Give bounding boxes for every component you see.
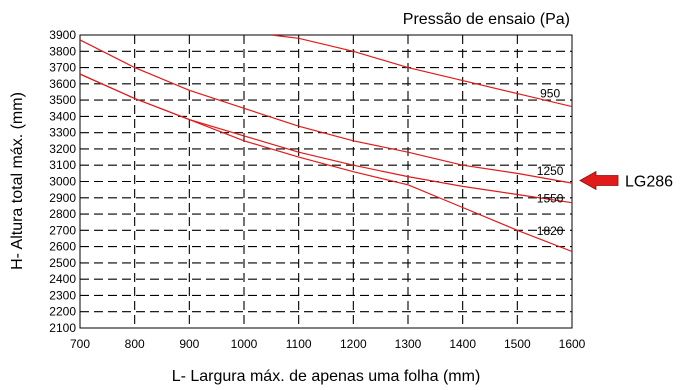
marker-label: LG286 <box>625 174 673 191</box>
x-tick-label: 1600 <box>559 337 586 351</box>
y-tick-label: 3600 <box>49 77 76 91</box>
y-tick-label: 2100 <box>49 321 76 335</box>
y-tick-label: 3000 <box>49 175 76 189</box>
x-tick-label: 700 <box>70 337 90 351</box>
y-tick-label: 2300 <box>49 288 76 302</box>
y-tick-label: 3900 <box>49 28 76 42</box>
x-tick-label: 1100 <box>286 337 312 351</box>
y-tick-label: 2900 <box>49 191 76 205</box>
x-tick-label: 1000 <box>231 337 258 351</box>
x-tick-label: 1300 <box>395 337 422 351</box>
curve-label-1250: 1250 <box>537 164 564 178</box>
y-tick-label: 3200 <box>49 142 76 156</box>
y-tick-label: 3400 <box>49 109 76 123</box>
pressure-marker: LG286 <box>579 170 673 191</box>
x-tick-label: 800 <box>125 337 145 351</box>
y-tick-label: 3300 <box>49 126 76 140</box>
y-tick-label: 3700 <box>49 61 76 75</box>
x-tick-label: 1200 <box>340 337 367 351</box>
grid <box>80 35 572 328</box>
curve-label-1820: 1820 <box>537 224 564 238</box>
series-1550 <box>80 73 572 204</box>
series-950 <box>271 35 572 108</box>
series-1250 <box>80 39 572 184</box>
y-axis-label: H- Altura total máx. (mm) <box>9 92 26 270</box>
x-tick-labels: 700 800 900 1000 1100 1200 1300 1400 1500 1600 <box>70 337 586 351</box>
series-1820 <box>80 73 572 253</box>
y-tick-label: 2700 <box>49 223 76 237</box>
curve-label-950: 950 <box>540 86 560 100</box>
y-tick-label: 2600 <box>49 240 76 254</box>
y-tick-label: 3500 <box>49 93 76 107</box>
curve-labels: 950 1250 1550 1820 <box>537 86 564 238</box>
y-tick-label: 2200 <box>49 305 76 319</box>
curve-label-1550: 1550 <box>537 191 564 205</box>
y-tick-labels: 2100 2200 2300 2400 2500 2600 2700 2800 2900 3000… <box>49 28 76 335</box>
y-tick-label: 2800 <box>49 207 76 221</box>
x-axis-label: L- Largura máx. de apenas uma folha (mm) <box>172 368 481 385</box>
y-tick-label: 3800 <box>49 44 76 58</box>
y-tick-label: 2500 <box>49 256 76 270</box>
x-tick-label: 900 <box>179 337 199 351</box>
y-tick-label: 2400 <box>49 272 76 286</box>
chart-title: Pressão de ensaio (Pa) <box>403 11 570 28</box>
series-layer <box>80 35 572 253</box>
plot-frame <box>79 34 573 329</box>
y-tick-label: 3100 <box>49 158 76 172</box>
x-tick-label: 1500 <box>504 337 531 351</box>
marker-arrow-icon <box>579 170 619 191</box>
x-tick-label: 1400 <box>449 337 476 351</box>
